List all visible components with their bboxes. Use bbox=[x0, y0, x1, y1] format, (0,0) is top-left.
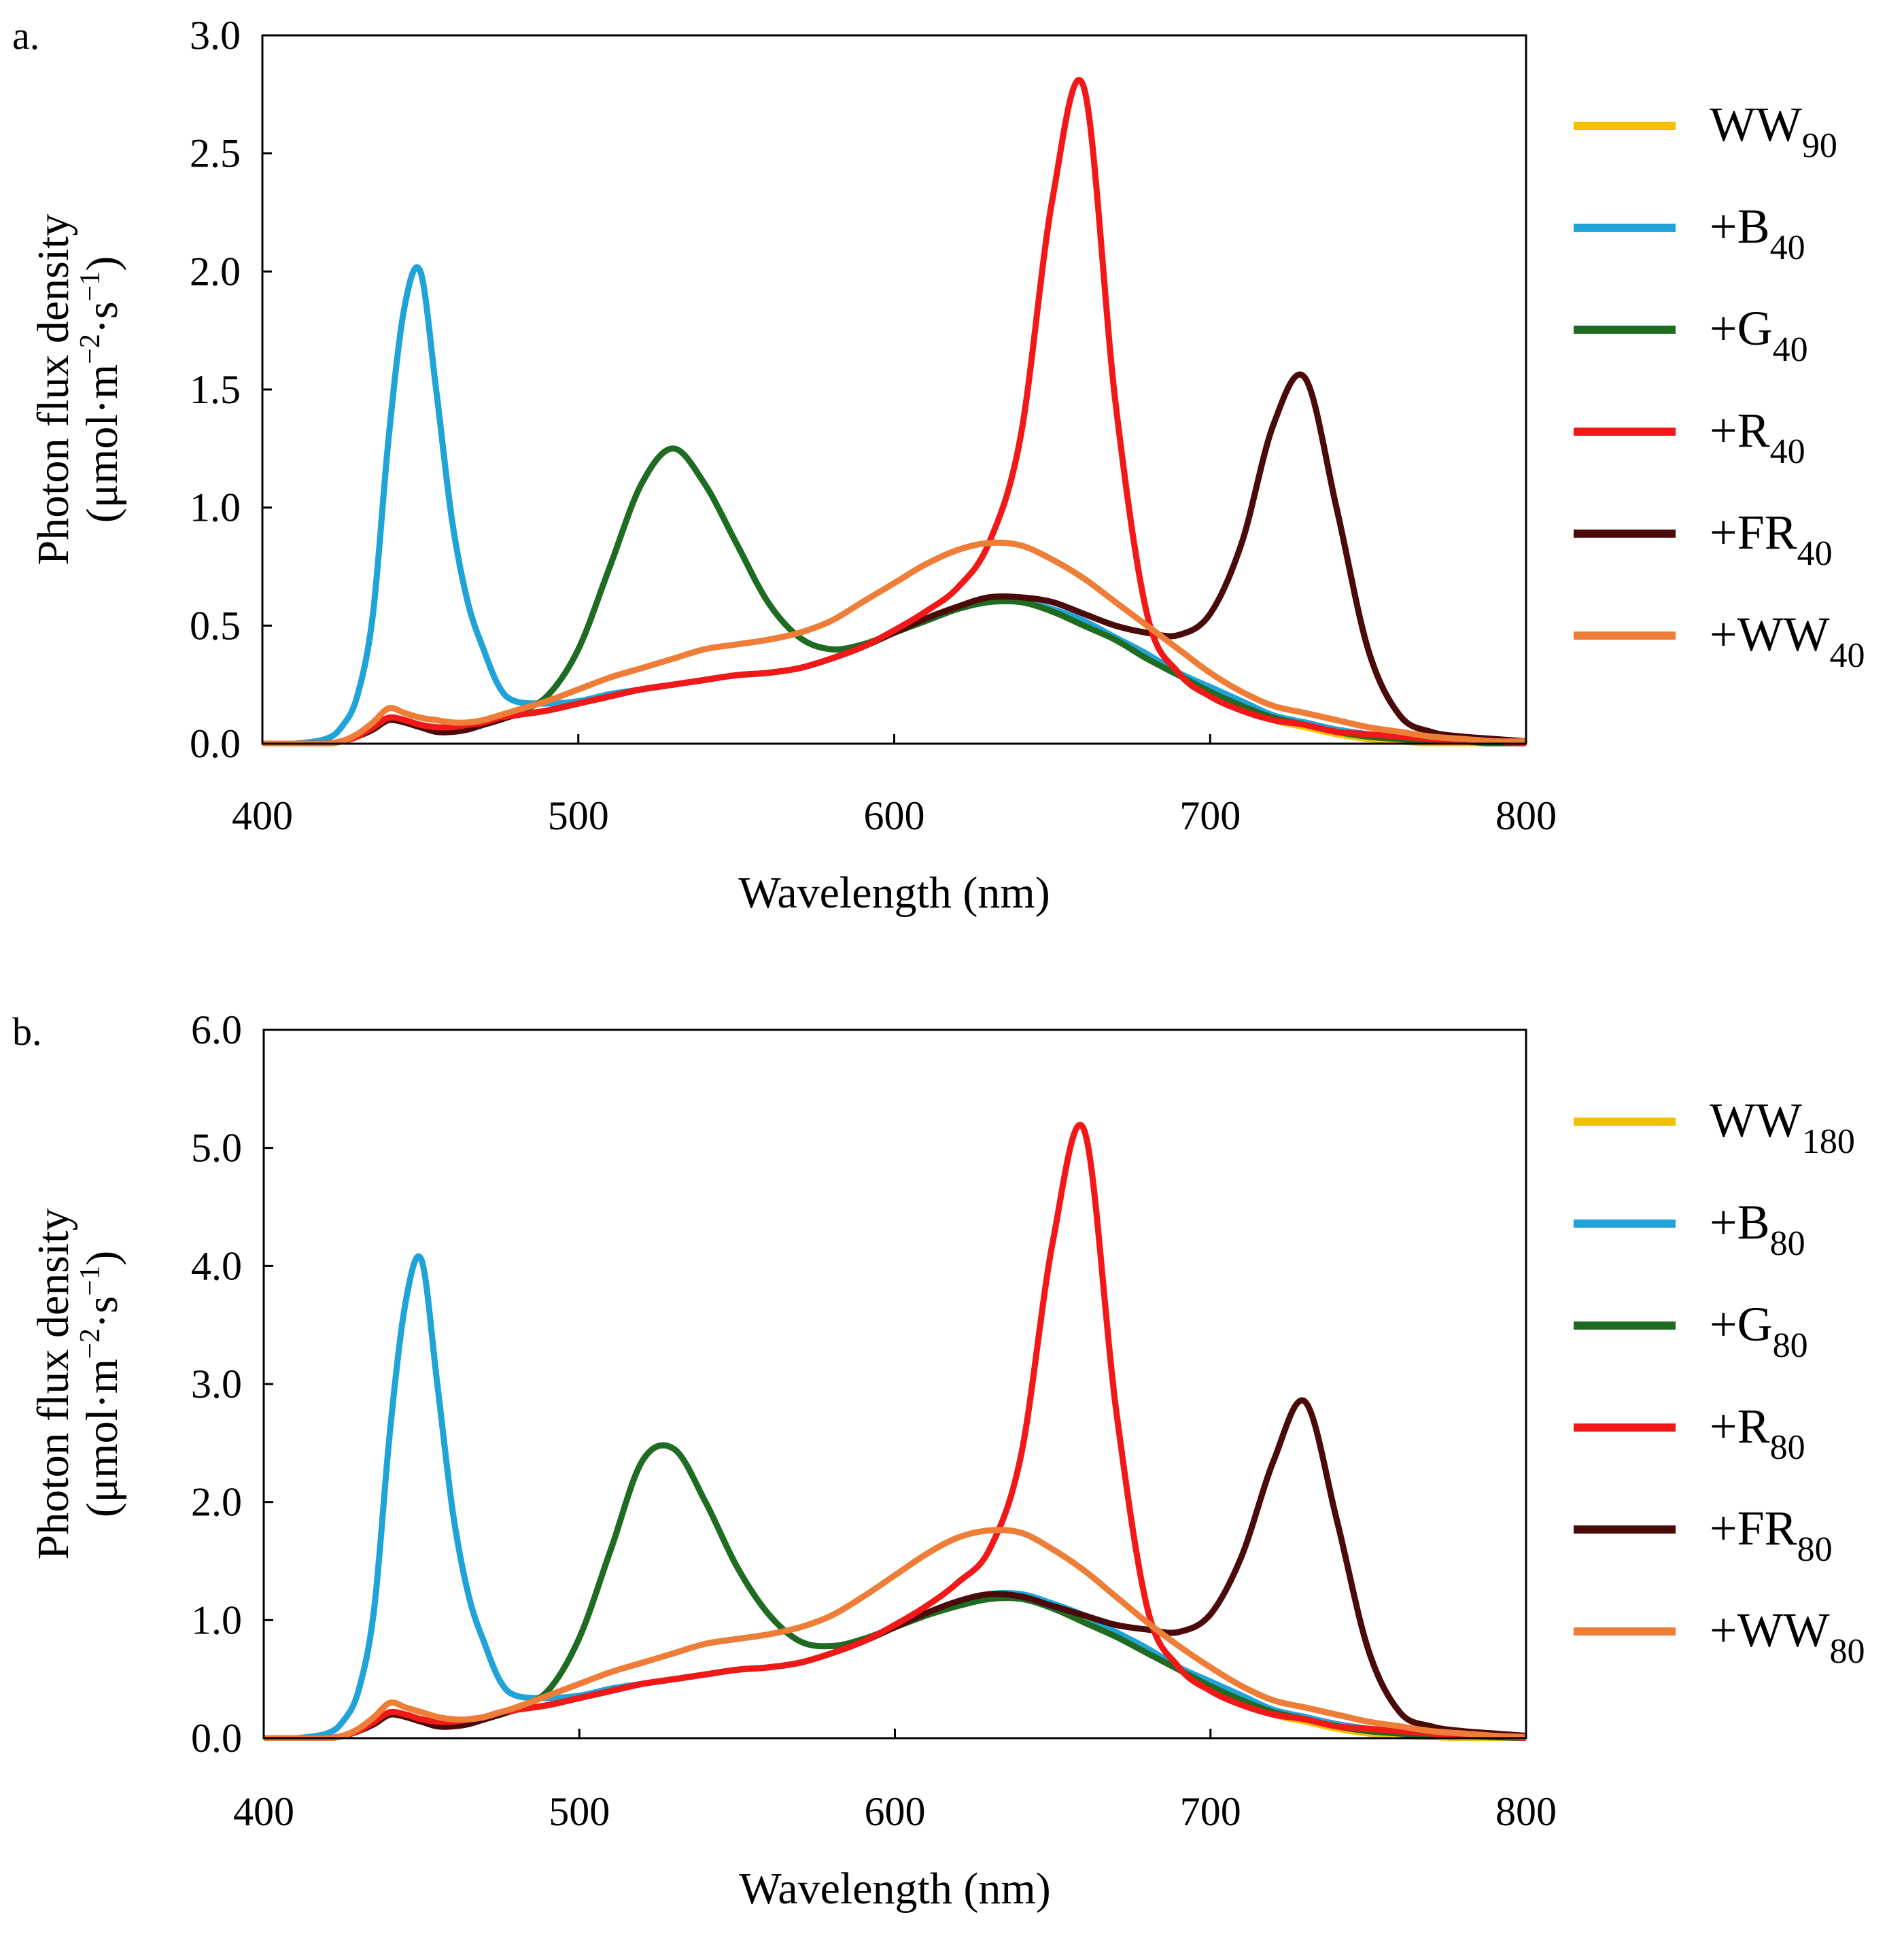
legend: WW180 +B80 +G80 +R80 +FR80 +WW80 bbox=[1574, 1093, 1865, 1671]
x-tick-label: 800 bbox=[1495, 793, 1557, 838]
y-tick-label: 2.5 bbox=[190, 131, 241, 176]
y-tick-label: 1.0 bbox=[190, 485, 241, 530]
y-axis-unit: (μmol·m−2·s−1) bbox=[75, 256, 127, 523]
y-tick-label: 3.0 bbox=[190, 13, 241, 58]
x-tick-label: 800 bbox=[1495, 1789, 1557, 1834]
y-tick-label: 1.5 bbox=[190, 367, 241, 412]
series-line-fr bbox=[262, 371, 1526, 746]
legend-label: +WW40 bbox=[1710, 607, 1865, 675]
series-line-r bbox=[264, 1122, 1526, 1741]
series-line-ww-add bbox=[264, 1527, 1526, 1741]
legend-label: +G80 bbox=[1710, 1297, 1808, 1365]
legend-label: +FR80 bbox=[1710, 1501, 1833, 1569]
plot-frame bbox=[262, 1028, 1527, 1740]
plot-frame bbox=[261, 34, 1527, 745]
x-tick-label: 600 bbox=[864, 793, 925, 838]
y-tick-label: 0.0 bbox=[191, 1716, 242, 1761]
legend-label: +B40 bbox=[1710, 199, 1805, 267]
chart-panel-b: b. 0.0 1.0 2.0 3.0 4.0 5.0 6.0 400 500 600 700 800 Wa… bbox=[12, 1007, 1865, 1914]
y-tick-label: 1.0 bbox=[191, 1597, 242, 1642]
x-tick-label: 700 bbox=[1179, 793, 1241, 838]
panel-label: a. bbox=[12, 14, 39, 58]
x-tick-label: 700 bbox=[1180, 1789, 1241, 1834]
legend-label: WW180 bbox=[1710, 1093, 1855, 1161]
legend-label: +B80 bbox=[1710, 1195, 1805, 1263]
y-tick-label: 4.0 bbox=[191, 1243, 242, 1288]
legend-label: +R80 bbox=[1710, 1399, 1805, 1467]
y-axis-label: Photon flux density bbox=[29, 213, 78, 565]
chart-panel-a: a. 0.0 0.5 1.0 1.5 2.0 2.5 3.0 400 500 600 700 800 Wa… bbox=[12, 13, 1865, 918]
y-axis-unit: (μmol·m−2·s−1) bbox=[75, 1251, 127, 1517]
y-tick-label: 5.0 bbox=[191, 1126, 242, 1171]
y-tick-label: 2.0 bbox=[191, 1480, 242, 1525]
series-line-b bbox=[264, 1253, 1526, 1741]
y-tick-label: 0.0 bbox=[190, 721, 241, 766]
x-tick-label: 600 bbox=[865, 1789, 926, 1834]
legend: WW90 +B40 +G40 +R40 +FR40 +WW40 bbox=[1574, 97, 1865, 675]
x-axis-label: Wavelength (nm) bbox=[738, 868, 1050, 918]
legend-label: +R40 bbox=[1710, 403, 1805, 471]
series-line-r bbox=[262, 77, 1526, 746]
series-lines bbox=[264, 1122, 1526, 1741]
y-tick-label: 3.0 bbox=[191, 1362, 242, 1406]
x-tick-label: 400 bbox=[233, 1789, 294, 1834]
y-tick-label: 6.0 bbox=[191, 1007, 242, 1052]
legend-label: +FR40 bbox=[1710, 505, 1833, 573]
series-line-ww-add bbox=[262, 539, 1526, 746]
legend-label: +G40 bbox=[1710, 301, 1808, 369]
series-line-g bbox=[262, 445, 1526, 746]
legend-label: +WW80 bbox=[1710, 1603, 1865, 1671]
x-tick-label: 500 bbox=[549, 1789, 610, 1834]
series-lines bbox=[262, 77, 1526, 746]
legend-label: WW90 bbox=[1710, 97, 1837, 165]
series-line-g bbox=[264, 1442, 1526, 1741]
y-tick-label: 2.0 bbox=[190, 249, 241, 294]
y-tick-label: 0.5 bbox=[190, 603, 241, 648]
x-axis-label: Wavelength (nm) bbox=[739, 1864, 1050, 1914]
panel-label: b. bbox=[12, 1009, 42, 1054]
series-line-fr bbox=[264, 1397, 1526, 1741]
x-tick-label: 500 bbox=[548, 793, 609, 838]
y-axis-label: Photon flux density bbox=[29, 1208, 78, 1559]
x-tick-label: 400 bbox=[232, 793, 293, 838]
